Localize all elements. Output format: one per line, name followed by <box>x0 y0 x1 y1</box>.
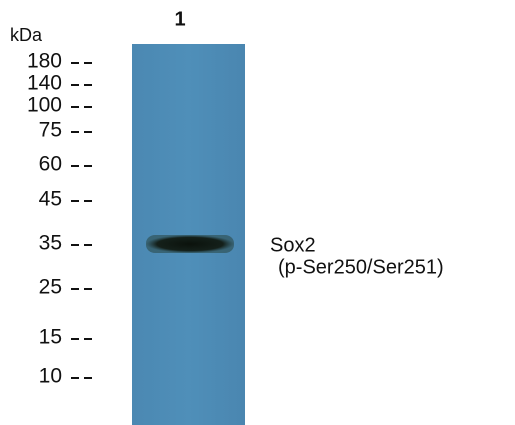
marker-label: 35 <box>39 232 62 255</box>
unit-label: kDa <box>10 25 43 45</box>
marker-label: 140 <box>27 72 62 95</box>
marker-label: 45 <box>39 188 62 211</box>
marker-label: 100 <box>27 94 62 117</box>
lane-label: 1 <box>174 8 185 30</box>
band-label-detail: (p-Ser250/Ser251) <box>278 256 444 278</box>
marker-label: 25 <box>39 276 62 299</box>
marker-label: 60 <box>39 153 62 176</box>
marker-label: 10 <box>39 365 62 388</box>
marker-label: 180 <box>27 50 62 73</box>
protein-band <box>146 235 234 253</box>
band-label-name: Sox2 <box>270 234 316 256</box>
gel-lane <box>132 44 245 425</box>
marker-label: 75 <box>39 119 62 142</box>
blot-figure: 1 kDa Sox2 (p-Ser250/Ser251) 18014010075… <box>0 0 515 425</box>
marker-label: 15 <box>39 326 62 349</box>
